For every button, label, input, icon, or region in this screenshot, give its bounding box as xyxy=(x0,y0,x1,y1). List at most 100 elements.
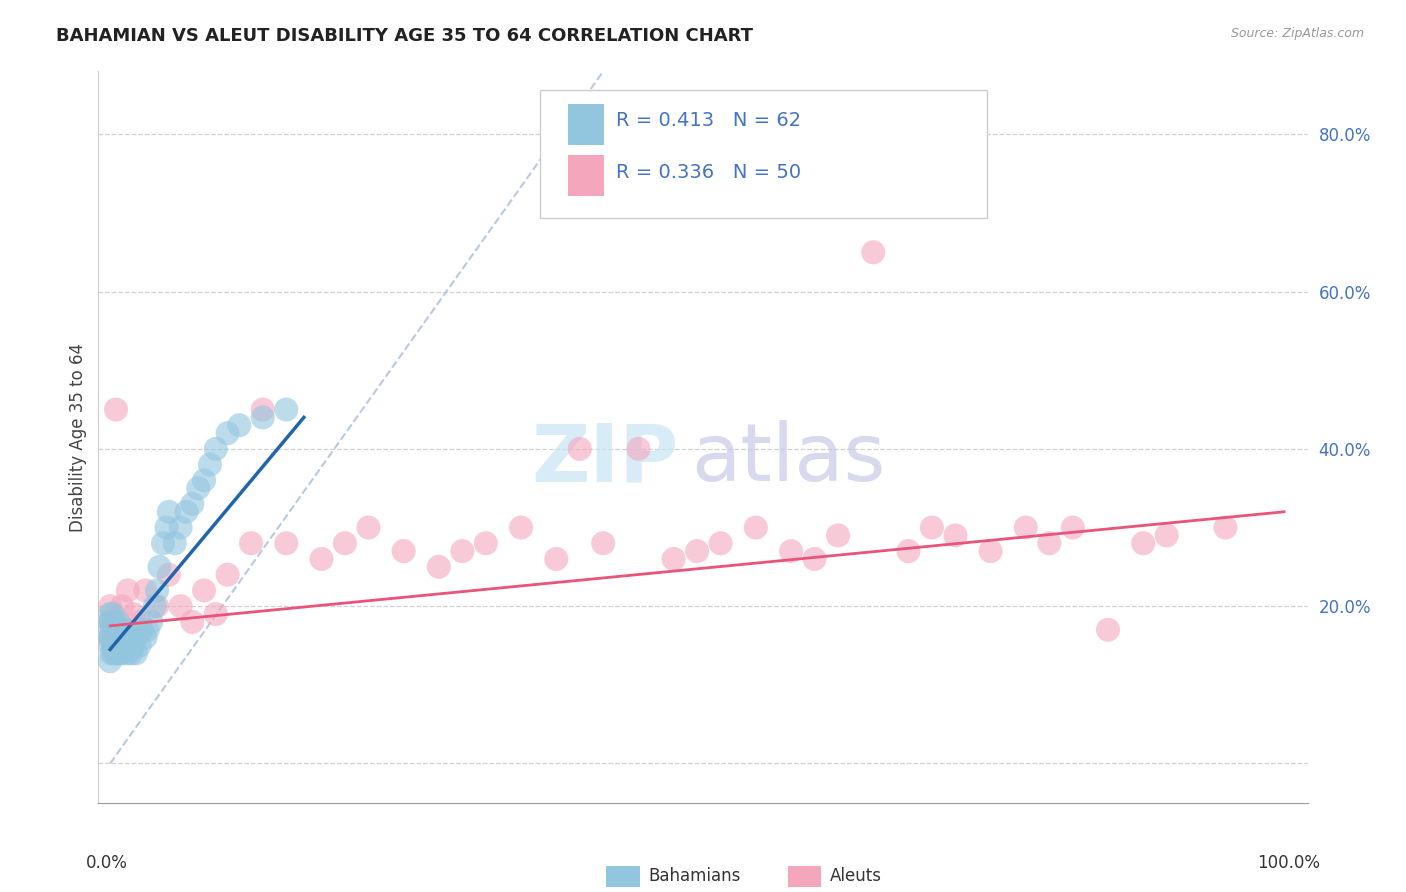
Point xyxy=(136,623,159,637)
Point xyxy=(217,567,239,582)
Point xyxy=(115,639,138,653)
Point xyxy=(252,410,274,425)
Point xyxy=(710,536,733,550)
Point xyxy=(121,631,143,645)
Point xyxy=(105,402,128,417)
Point xyxy=(1038,536,1060,550)
Point xyxy=(104,639,127,653)
Point xyxy=(105,639,128,653)
Point xyxy=(98,615,121,629)
Point xyxy=(148,559,170,574)
Point xyxy=(101,607,124,621)
Point xyxy=(827,528,849,542)
Point xyxy=(392,544,415,558)
Point xyxy=(181,497,204,511)
Point xyxy=(176,505,198,519)
Point xyxy=(193,473,215,487)
Point xyxy=(128,615,150,629)
Point xyxy=(131,623,153,637)
Point xyxy=(98,615,121,629)
Point xyxy=(357,520,380,534)
Point xyxy=(103,631,125,645)
Point xyxy=(110,623,132,637)
Point xyxy=(1156,528,1178,542)
Point xyxy=(1015,520,1038,534)
Point xyxy=(157,505,180,519)
Point xyxy=(157,567,180,582)
Point xyxy=(98,631,121,645)
Point xyxy=(228,418,250,433)
Point xyxy=(862,245,884,260)
Text: Aleuts: Aleuts xyxy=(830,867,882,885)
Point xyxy=(1097,623,1119,637)
Point xyxy=(105,631,128,645)
Point xyxy=(134,583,156,598)
Point xyxy=(100,615,122,629)
Point xyxy=(112,639,135,653)
Text: Source: ZipAtlas.com: Source: ZipAtlas.com xyxy=(1230,27,1364,40)
Point xyxy=(118,631,141,645)
Point xyxy=(204,442,226,456)
Y-axis label: Disability Age 35 to 64: Disability Age 35 to 64 xyxy=(69,343,87,532)
Text: ZIP: ZIP xyxy=(531,420,679,498)
Point xyxy=(510,520,533,534)
Bar xyxy=(606,866,640,887)
Bar xyxy=(787,866,821,887)
Text: R = 0.413   N = 62: R = 0.413 N = 62 xyxy=(616,111,801,130)
Point xyxy=(98,654,121,668)
Point xyxy=(103,615,125,629)
Point xyxy=(111,599,134,614)
Point xyxy=(98,599,121,614)
Point xyxy=(101,623,124,637)
Text: R = 0.336   N = 50: R = 0.336 N = 50 xyxy=(616,163,801,182)
Point xyxy=(276,536,298,550)
Point xyxy=(108,646,131,660)
Point xyxy=(169,520,191,534)
Point xyxy=(333,536,356,550)
Point xyxy=(745,520,768,534)
Point xyxy=(627,442,650,456)
Point xyxy=(169,599,191,614)
Point xyxy=(98,631,121,645)
Point xyxy=(163,536,186,550)
Point xyxy=(111,631,134,645)
Point xyxy=(980,544,1002,558)
Point xyxy=(451,544,474,558)
Point xyxy=(98,607,121,621)
Point xyxy=(111,646,134,660)
Point xyxy=(1062,520,1084,534)
Point xyxy=(686,544,709,558)
Point xyxy=(122,639,145,653)
Point xyxy=(240,536,263,550)
Point xyxy=(181,615,204,629)
Point xyxy=(120,639,142,653)
Point xyxy=(112,631,135,645)
FancyBboxPatch shape xyxy=(540,90,987,218)
Point xyxy=(128,639,150,653)
Text: Bahamians: Bahamians xyxy=(648,867,741,885)
Point xyxy=(143,599,166,614)
Point xyxy=(803,552,825,566)
Point xyxy=(662,552,685,566)
Point xyxy=(105,646,128,660)
Point xyxy=(1215,520,1237,534)
Point xyxy=(141,615,163,629)
Point xyxy=(427,559,450,574)
Point xyxy=(198,458,221,472)
Point xyxy=(945,528,967,542)
Point xyxy=(117,583,139,598)
Point xyxy=(107,631,129,645)
Point xyxy=(107,615,129,629)
Point xyxy=(568,442,591,456)
Point xyxy=(101,639,124,653)
Point xyxy=(780,544,803,558)
Point xyxy=(124,631,146,645)
Point xyxy=(311,552,333,566)
Text: BAHAMIAN VS ALEUT DISABILITY AGE 35 TO 64 CORRELATION CHART: BAHAMIAN VS ALEUT DISABILITY AGE 35 TO 6… xyxy=(56,27,754,45)
Point xyxy=(187,481,209,495)
Point xyxy=(146,599,169,614)
Point xyxy=(104,623,127,637)
Point xyxy=(125,646,148,660)
Point xyxy=(100,646,122,660)
Point xyxy=(110,639,132,653)
